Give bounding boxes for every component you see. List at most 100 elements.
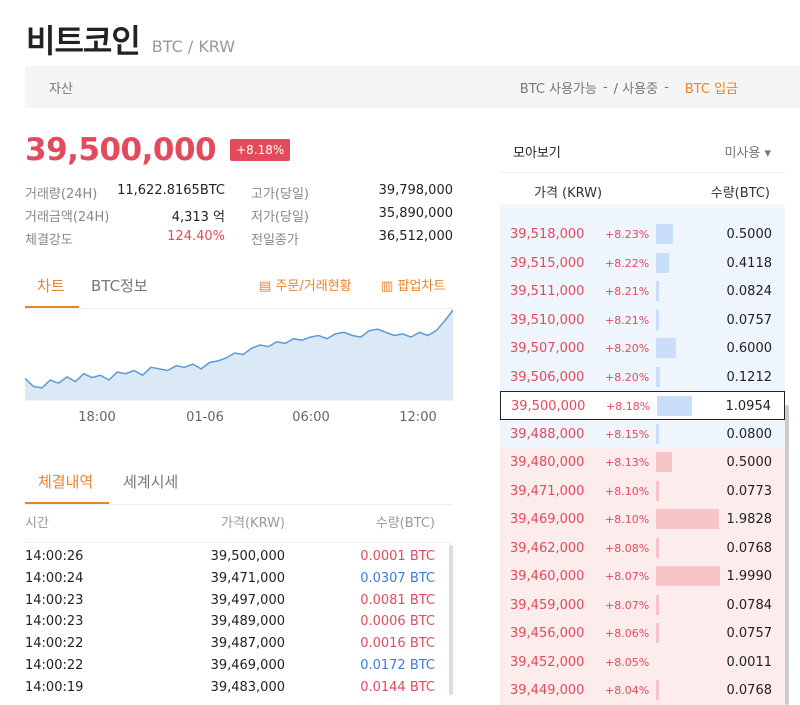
trade-qty: 0.0006 BTC: [360, 614, 435, 630]
asset-label: 자산: [49, 81, 73, 97]
trade-price: 39,483,000: [210, 679, 285, 695]
orderbook-percent: +8.13%: [605, 456, 650, 469]
orderbook-qty: 0.0800: [726, 426, 773, 442]
trade-row: 14:00:19 39,483,000 0.0144 BTC: [25, 678, 453, 700]
orderbook-row[interactable]: 39,449,000 +8.04% 0.0768: [500, 676, 785, 705]
orderbook-row[interactable]: 39,507,000 +8.20% 0.6000: [500, 334, 785, 363]
orderbook-row[interactable]: 39,471,000 +8.10% 0.0773: [500, 476, 785, 505]
price-chart[interactable]: 18:00 01-06 06:00 12:00: [25, 300, 453, 435]
orderbook-price: 39,500,000: [511, 399, 586, 414]
orderbook-price: 39,510,000: [510, 312, 585, 328]
volume-bar: [656, 537, 659, 558]
orderbook-price: 39,459,000: [510, 597, 585, 613]
orderbook-price: 39,507,000: [510, 341, 585, 356]
trade-list: 14:00:26 39,500,000 0.0001 BTC 14:00:24 39,4…: [25, 547, 453, 700]
trade-qty: 0.0172 BTC: [360, 657, 435, 673]
deposit-link[interactable]: BTC 입금: [684, 81, 738, 97]
trade-price: 39,469,000: [210, 657, 285, 673]
orderbook-price: 39,449,000: [510, 683, 585, 698]
orderbook-percent: +8.08%: [605, 541, 650, 555]
orderbook-qty: 0.0824: [726, 284, 773, 299]
orderbook-price: 39,518,000: [510, 227, 585, 242]
orderbook-row[interactable]: 39,515,000 +8.22% 0.4118: [500, 248, 785, 277]
order-status-link[interactable]: ▤ 주문/거래현황: [259, 275, 352, 294]
orderbook-column-header: 가격 (KRW) 수량(BTC): [500, 172, 785, 206]
orderbook-row[interactable]: 39,459,000 +8.07% 0.0784: [500, 590, 785, 619]
orderbook-row[interactable]: 39,460,000 +8.07% 1.9990: [500, 562, 785, 591]
orderbook-percent: +8.20%: [605, 370, 650, 384]
stat-row: 거래금액(24H) 4,313 억 저가(당일) 35,890,000: [25, 204, 453, 227]
trade-row: 14:00:22 39,487,000 0.0016 BTC: [25, 634, 453, 656]
orderbook-row[interactable]: 39,456,000 +8.06% 0.0757: [500, 619, 785, 648]
market-stats: 거래량(24H) 11,622.8165BTC 고가(당일) 39,798,00…: [25, 181, 453, 250]
trade-qty: 0.0001 BTC: [360, 549, 435, 564]
orderbook-row[interactable]: 39,488,000 +8.15% 0.0800: [500, 419, 785, 448]
trade-qty: 0.0307 BTC: [360, 570, 435, 586]
amount-label: 거래금액(24H): [25, 210, 110, 225]
volume-bar: [656, 480, 659, 501]
orderbook-row[interactable]: 39,462,000 +8.08% 0.0768: [500, 533, 785, 562]
orderbook-price: 39,471,000: [510, 483, 585, 499]
low-label: 저가(당일): [251, 210, 309, 225]
trade-price: 39,471,000: [210, 570, 285, 586]
orderbook-row[interactable]: 39,511,000 +8.21% 0.0824: [500, 277, 785, 306]
trade-price: 39,497,000: [210, 592, 285, 608]
popup-chart-link[interactable]: ▥ 팝업차트: [381, 275, 445, 294]
orderbook-price: 39,456,000: [510, 626, 585, 641]
orderbook-qty: 0.0784: [726, 597, 773, 613]
amount-value: 4,313 억: [171, 210, 225, 225]
trade-time: 14:00:23: [25, 614, 84, 630]
trade-tabs: 체결내역 세계시세: [25, 465, 453, 505]
orderbook-percent: +8.06%: [605, 627, 650, 640]
strength-label: 체결강도: [25, 233, 73, 248]
orderbook-row[interactable]: 39,518,000 +8.23% 0.5000: [500, 220, 785, 249]
orderbook-row[interactable]: 39,452,000 +8.05% 0.0011: [500, 647, 785, 676]
tab-executed[interactable]: 체결내역: [38, 473, 94, 491]
orderbook-header: 모아보기 미사용 ▾: [500, 130, 785, 170]
x-tick-label: 01-06: [186, 410, 224, 425]
orderbook-row-current[interactable]: 39,500,000 +8.18% 1.0954: [500, 391, 785, 420]
tab-btc-info[interactable]: BTC정보: [91, 277, 148, 295]
orderbook-qty: 0.0757: [726, 626, 773, 641]
volume-bar: [656, 566, 720, 586]
group-mode-select[interactable]: 미사용 ▾: [724, 142, 771, 161]
trade-row: 14:00:26 39,500,000 0.0001 BTC: [25, 547, 453, 569]
trade-scrollbar[interactable]: [449, 545, 453, 695]
orderbook-percent: +8.15%: [605, 427, 650, 441]
orderbook-qty: 0.0757: [726, 312, 773, 328]
active-tab-indicator: [25, 306, 79, 308]
volume-label: 거래량(24H): [25, 187, 98, 202]
volume-bar: [656, 281, 659, 301]
orderbook-percent: +8.23%: [605, 228, 650, 241]
trading-pair: BTC / KRW: [151, 37, 236, 56]
orderbook-scrollbar[interactable]: [785, 405, 789, 705]
orderbook-percent: +8.07%: [605, 570, 650, 583]
orderbook-qty: 1.9828: [726, 512, 773, 527]
tab-world-price[interactable]: 세계시세: [123, 473, 179, 491]
orderbook-price: 39,511,000: [510, 284, 585, 299]
tab-chart[interactable]: 차트: [37, 277, 65, 295]
price-summary: 39,500,000 +8.18%: [25, 132, 291, 168]
orderbook-row[interactable]: 39,469,000 +8.10% 1.9828: [500, 505, 785, 534]
high-label: 고가(당일): [251, 187, 309, 202]
orderbook-price: 39,506,000: [510, 369, 585, 385]
volume-bar: [656, 224, 673, 244]
active-tab-indicator: [25, 502, 109, 504]
orderbook-row[interactable]: 39,510,000 +8.21% 0.0757: [500, 305, 785, 334]
orderbook-qty: 0.5000: [726, 227, 773, 242]
orderbook-price: 39,488,000: [510, 426, 585, 442]
trade-table-header: 시간 가격(KRW) 수량(BTC): [25, 512, 435, 532]
page-title: 비트코인 BTC / KRW: [26, 16, 236, 60]
volume-bar: [656, 338, 676, 358]
orderbook-row[interactable]: 39,506,000 +8.20% 0.1212: [500, 362, 785, 391]
orderbook-qty: 0.5000: [726, 455, 773, 470]
stat-row: 체결강도 124.40% 전일종가 36,512,000: [25, 227, 453, 250]
orderbook-qty: 0.0011: [726, 654, 773, 670]
popup-chart-label: 팝업차트: [397, 279, 446, 294]
volume-bar: [656, 623, 659, 643]
trade-price: 39,500,000: [210, 549, 285, 564]
orderbook-qty: 0.1212: [726, 369, 773, 385]
divider: [25, 542, 453, 543]
orderbook-row[interactable]: 39,480,000 +8.13% 0.5000: [500, 448, 785, 477]
orderbook-qty: 0.6000: [726, 341, 773, 356]
